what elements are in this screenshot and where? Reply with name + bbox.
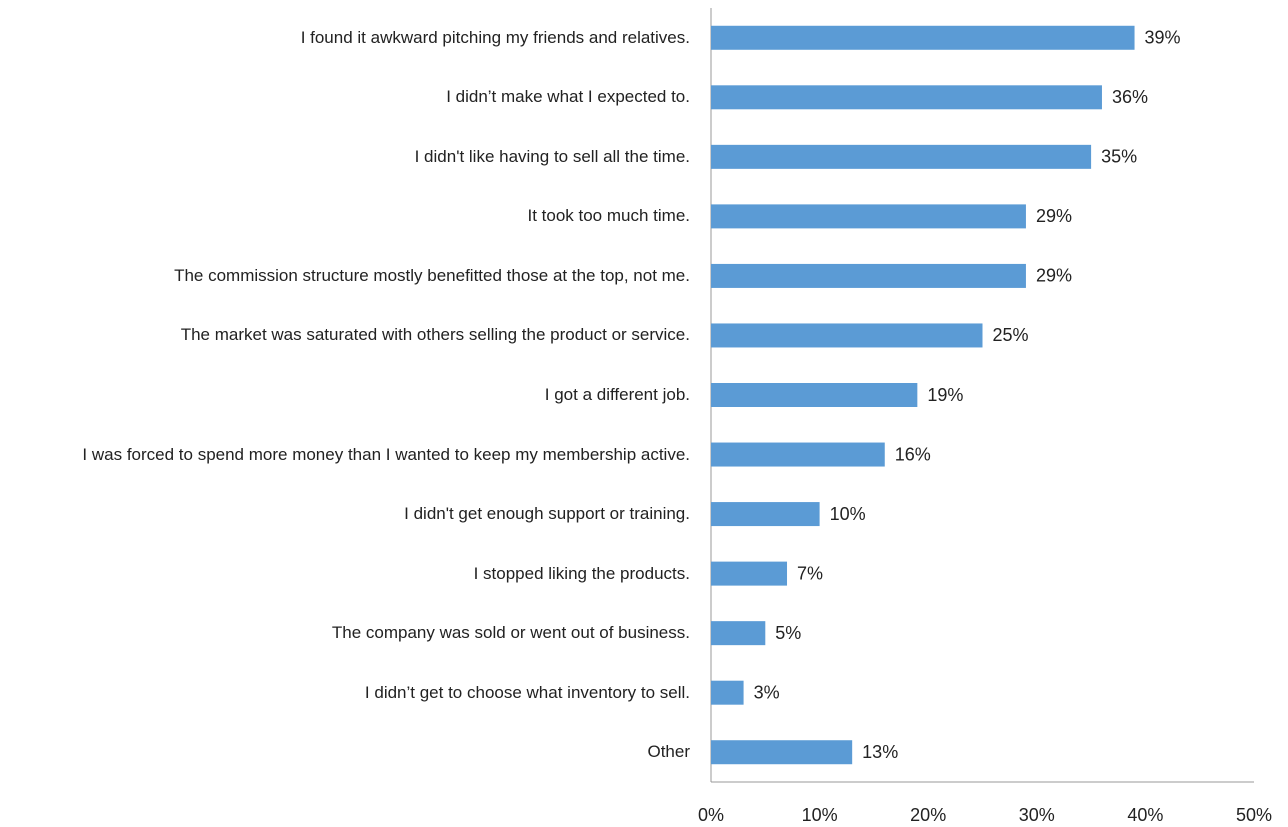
bar: [711, 85, 1102, 110]
data-label: 10%: [830, 504, 866, 524]
x-tick-label: 50%: [1236, 805, 1272, 825]
bar: [711, 561, 788, 586]
bar: [711, 383, 918, 407]
x-tick-label: 30%: [1019, 805, 1055, 825]
data-label: 13%: [862, 742, 898, 762]
bar: [711, 442, 885, 467]
category-label: I found it awkward pitching my friends a…: [300, 27, 690, 47]
data-label: 35%: [1101, 147, 1137, 167]
bar: [711, 621, 766, 646]
category-label: I didn't get enough support or training.: [404, 504, 690, 524]
bar: [711, 502, 820, 527]
bar: [711, 680, 744, 705]
category-label: I didn’t get to choose what inventory to…: [364, 682, 690, 702]
data-label: 25%: [993, 325, 1029, 345]
bar: [711, 323, 983, 348]
data-label: 16%: [895, 444, 931, 464]
category-label: I got a different job.: [544, 384, 690, 404]
category-label: I didn’t make what I expected to.: [446, 87, 690, 107]
category-label: I didn't like having to sell all the tim…: [414, 146, 690, 166]
data-label: 3%: [754, 682, 780, 702]
x-tick-label: 20%: [910, 805, 946, 825]
bar: [711, 204, 1026, 229]
data-label: 19%: [927, 385, 963, 405]
data-label: 5%: [775, 623, 801, 643]
data-label: 29%: [1036, 266, 1072, 286]
category-label: I stopped liking the products.: [473, 563, 690, 583]
data-label: 36%: [1112, 87, 1148, 107]
category-label: The company was sold or went out of busi…: [331, 623, 690, 643]
data-label: 7%: [797, 563, 823, 583]
x-tick-label: 40%: [1127, 805, 1163, 825]
category-label: Other: [647, 742, 690, 762]
category-label: It took too much time.: [527, 206, 690, 226]
bar: [711, 25, 1135, 50]
bar: [711, 740, 853, 765]
data-label: 29%: [1036, 206, 1072, 226]
x-tick-label: 0%: [698, 805, 724, 825]
category-label: The commission structure mostly benefitt…: [174, 265, 690, 285]
x-tick-label: 10%: [802, 805, 838, 825]
bar: [711, 263, 1026, 288]
category-label: I was forced to spend more money than I …: [82, 444, 690, 464]
bar: [711, 144, 1092, 169]
category-label: The market was saturated with others sel…: [180, 325, 690, 345]
data-label: 39%: [1145, 28, 1181, 48]
